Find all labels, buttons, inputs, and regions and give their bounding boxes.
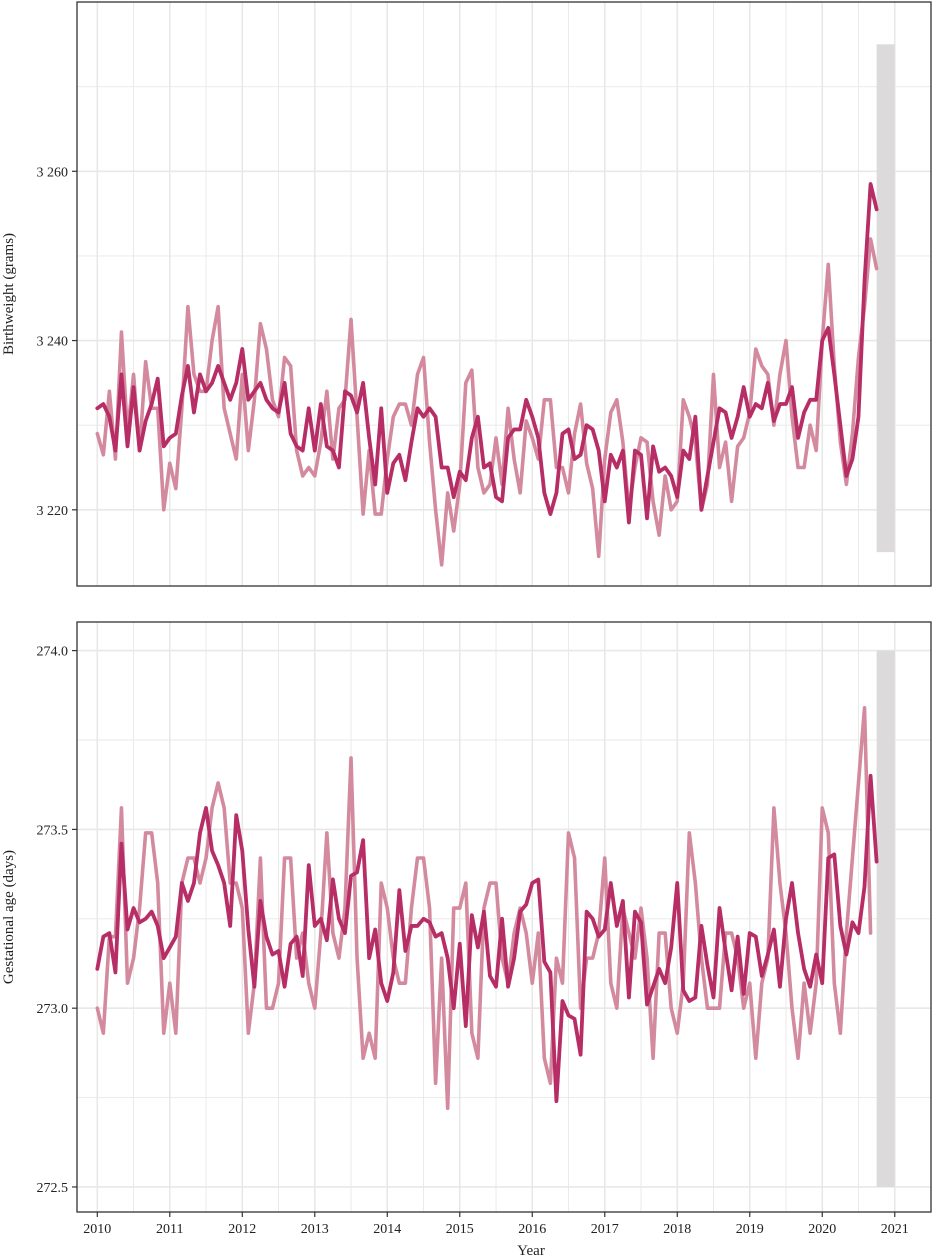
highlight-band bbox=[876, 44, 895, 553]
x-tick-label: 2011 bbox=[156, 1222, 183, 1237]
y-tick-label: 274.0 bbox=[37, 645, 69, 660]
y-axis-label: Gestational age (days) bbox=[1, 850, 17, 984]
x-tick-label: 2018 bbox=[663, 1222, 691, 1237]
birthweight-panel: 3 220 3 240 3 260 Birthweight (grams) bbox=[1, 1, 932, 587]
y-tick-label: 273.0 bbox=[37, 1002, 69, 1017]
x-tick-label: 2016 bbox=[518, 1222, 546, 1237]
y-tick-label: 273.5 bbox=[37, 823, 69, 838]
highlight-band bbox=[876, 650, 895, 1187]
series-line-dark bbox=[95, 182, 879, 525]
y-tick-label: 272.5 bbox=[37, 1181, 69, 1196]
x-tick-label: 2015 bbox=[446, 1222, 474, 1237]
x-tick-label: 2014 bbox=[373, 1222, 401, 1237]
x-tick-label: 2021 bbox=[881, 1222, 909, 1237]
gestational-age-panel: 272.5 273.0 273.5 274.0 Gestational age (day… bbox=[1, 621, 932, 1258]
panel-border bbox=[76, 1, 932, 587]
y-tick-label: 3 220 bbox=[37, 504, 69, 519]
y-axis-label: Birthweight (grams) bbox=[1, 233, 17, 355]
y-tick-label: 3 260 bbox=[37, 165, 69, 180]
x-axis-label: Year bbox=[517, 1243, 545, 1258]
panel-border bbox=[76, 621, 932, 1213]
series-line-light bbox=[95, 237, 879, 567]
x-tick-label: 2013 bbox=[301, 1222, 329, 1237]
x-tick-label: 2012 bbox=[228, 1222, 256, 1237]
series-line-dark bbox=[95, 773, 879, 1104]
x-tick-label: 2010 bbox=[83, 1222, 111, 1237]
series-line-light bbox=[95, 706, 873, 1111]
x-tick-label: 2020 bbox=[808, 1222, 836, 1237]
x-tick-label: 2019 bbox=[736, 1222, 764, 1237]
grid bbox=[77, 622, 931, 1212]
y-tick-label: 3 240 bbox=[37, 335, 69, 350]
x-tick-label: 2017 bbox=[591, 1222, 619, 1237]
